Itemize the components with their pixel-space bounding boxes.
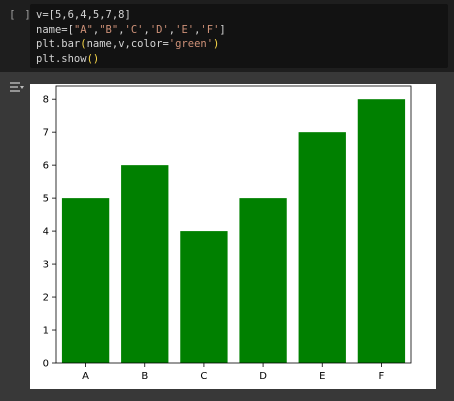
code-line-4: plt.show() <box>36 52 100 65</box>
x-tick-label: E <box>319 371 325 382</box>
output-toggle-icon[interactable] <box>9 80 25 94</box>
code-editor[interactable]: v=[5,6,4,5,7,8] name=["A","B",'C','D','E… <box>30 4 448 68</box>
code-text: v=[5,6,4,5,7,8] name=["A","B",'C','D','E… <box>36 8 226 66</box>
x-tick-label: D <box>259 371 267 382</box>
x-tick-label: A <box>82 371 89 382</box>
bar-C <box>180 231 228 363</box>
y-tick-label: 2 <box>43 293 49 304</box>
bar-F <box>357 99 406 363</box>
y-tick-label: 4 <box>43 227 49 238</box>
code-line-1: v=[5,6,4,5,7,8] <box>36 9 131 21</box>
bar-B <box>121 165 169 363</box>
bar-chart: A B C D E F 0 1 2 3 4 5 6 7 8 <box>43 85 412 382</box>
y-tick-label: 8 <box>43 95 49 106</box>
axes-frame <box>55 85 412 364</box>
run-cell-button[interactable]: [ ] <box>9 8 32 21</box>
output-cell: A B C D E F 0 1 2 3 4 5 6 7 8 <box>0 72 454 401</box>
code-line-2: name=["A","B",'C','D','E','F'] <box>36 23 226 36</box>
bar-A <box>61 198 110 363</box>
code-cell: [ ] v=[5,6,4,5,7,8] name=["A","B",'C','D… <box>0 0 454 72</box>
x-tick-label: F <box>379 371 385 382</box>
bar-E <box>298 132 346 363</box>
x-tick-label: C <box>200 371 207 382</box>
y-tick-label: 5 <box>43 194 49 205</box>
y-tick-label: 1 <box>43 326 49 337</box>
y-tick-label: 6 <box>43 161 49 172</box>
y-tick-label: 3 <box>43 260 49 271</box>
plot-image: A B C D E F 0 1 2 3 4 5 6 7 8 <box>30 84 436 389</box>
y-tick-label: 7 <box>43 128 49 139</box>
bar-D <box>239 198 287 363</box>
code-line-3: plt.bar(name,v,color='green') <box>36 38 220 50</box>
x-tick-label: B <box>141 371 148 382</box>
y-tick-label: 0 <box>43 359 49 370</box>
